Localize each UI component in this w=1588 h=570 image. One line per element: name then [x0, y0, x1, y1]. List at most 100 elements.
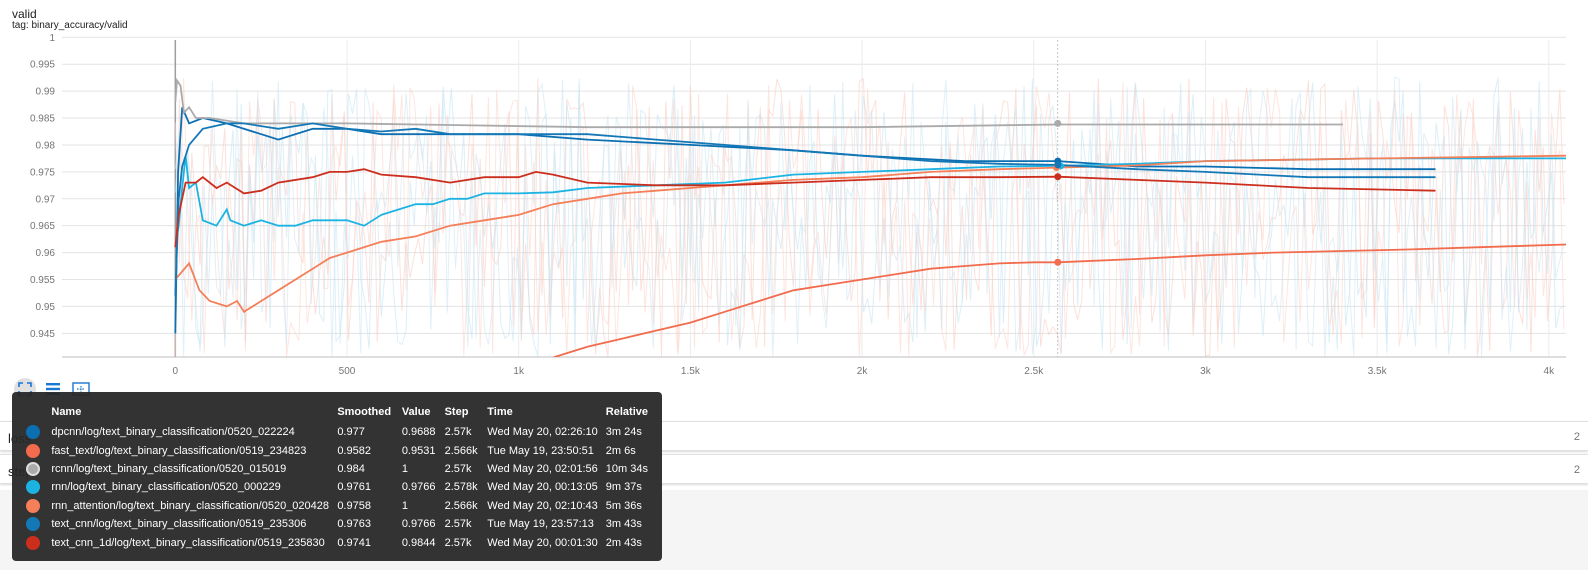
tooltip-row: rnn/log/text_binary_classification/0520_… [22, 478, 652, 496]
tooltip-run-name: rnn/log/text_binary_classification/0520_… [51, 481, 281, 494]
tooltip-relative: 3m 43s [605, 518, 642, 531]
tooltip-relative: 5m 36s [605, 499, 642, 512]
series-color-dot [26, 498, 40, 513]
tooltip-relative: 3m 24s [605, 426, 642, 439]
tooltip-swatch-header [22, 406, 47, 423]
tooltip-swatch [22, 423, 47, 441]
x-tick-label: 2k [857, 366, 869, 377]
y-tick-label: 0.945 [30, 329, 55, 340]
raw-trace [174, 77, 1565, 357]
tooltip-row: text_cnn/log/text_binary_classification/… [22, 515, 652, 533]
series-line [552, 243, 1566, 357]
tooltip-relative: 2m 43s [605, 536, 642, 549]
series-line [174, 155, 1566, 248]
y-tick-label: 0.96 [36, 248, 56, 259]
tooltip-table: Name Smoothed Value Step Time Relative d… [22, 406, 652, 552]
chart-title: valid [12, 7, 37, 21]
section-count: 2 [1573, 431, 1580, 443]
tooltip-smoothed: 0.984 [337, 462, 365, 475]
tooltip-body: dpcnn/log/text_binary_classification/052… [22, 423, 652, 552]
tooltip-step: 2.578k [444, 481, 478, 494]
y-tick-label: 0.965 [30, 221, 55, 232]
tooltip-smoothed: 0.9582 [337, 444, 371, 457]
series-marker [1054, 161, 1062, 169]
tooltip-step: 2.57k [444, 462, 472, 475]
tooltip-row: fast_text/log/text_binary_classification… [22, 441, 652, 459]
y-tick-label: 0.975 [30, 167, 55, 178]
x-tick-label: 0 [173, 366, 179, 377]
tooltip-time: Wed May 20, 00:13:05 [487, 481, 598, 494]
tooltip-relative: 10m 34s [605, 462, 648, 475]
series-line [174, 122, 1436, 296]
tooltip-value: 0.9531 [401, 444, 436, 457]
tooltip-time: Tue May 19, 23:50:51 [487, 444, 594, 457]
tooltip-step: 2.566k [444, 444, 478, 457]
tooltip-header-value: Value [401, 406, 431, 418]
tooltip-row: rcnn/log/text_binary_classification/0520… [22, 460, 652, 478]
tooltip-smoothed: 0.9741 [337, 536, 371, 549]
tooltip-step: 2.566k [444, 499, 478, 512]
tooltip-step: 2.57k [444, 426, 472, 439]
tooltip-run-name: text_cnn_1d/log/text_binary_classificati… [51, 536, 325, 549]
tooltip-run-name: fast_text/log/text_binary_classification… [51, 444, 307, 457]
y-tick-label: 0.99 [36, 87, 56, 98]
tooltip-value: 1 [401, 462, 408, 475]
series-line [174, 106, 1436, 334]
tooltip-run-name: text_cnn/log/text_binary_classification/… [51, 518, 307, 531]
x-tick-label: 500 [339, 366, 356, 377]
tooltip-swatch [22, 478, 47, 496]
x-tick-label: 2.5k [1024, 366, 1044, 377]
tooltip-step: 2.57k [444, 518, 472, 531]
x-tick-label: 1k [513, 366, 525, 377]
tooltip-time: Wed May 20, 02:10:43 [487, 499, 598, 512]
series-marker [1054, 119, 1062, 127]
fit-domain-icon [18, 382, 32, 396]
raw-trace [174, 76, 1565, 358]
series-marker [1054, 173, 1062, 181]
tooltip-row: dpcnn/log/text_binary_classification/052… [22, 423, 652, 441]
tooltip-smoothed: 0.9758 [337, 499, 371, 512]
tooltip-header-relative: Relative [605, 406, 648, 418]
tooltip-value: 0.9766 [401, 518, 436, 531]
series-color-dot [26, 517, 40, 532]
tooltip-run-name: rnn_attention/log/text_binary_classifica… [51, 499, 330, 512]
chart-tooltip: Name Smoothed Value Step Time Relative d… [12, 392, 662, 561]
tooltip-swatch [22, 441, 47, 459]
series-line [174, 154, 1566, 314]
y-tick-label: 0.985 [30, 114, 55, 125]
tooltip-relative: 9m 37s [605, 481, 642, 494]
series-color-dot [26, 461, 40, 476]
tooltip-smoothed: 0.9763 [337, 518, 371, 531]
tooltip-header-row: Name Smoothed Value Step Time Relative [22, 406, 652, 423]
tooltip-relative: 2m 6s [605, 444, 636, 457]
line-chart[interactable]: 0.945 0.95 0.955 0.96 0.965 0.97 0.975 0.98 0.98… [0, 0, 1588, 380]
y-tick-label: 0.955 [30, 275, 55, 286]
tooltip-header-time: Time [487, 406, 513, 418]
series-line [174, 77, 1343, 129]
y-tick-label: 0.95 [36, 302, 56, 313]
y-tick-label: 0.98 [36, 140, 56, 151]
tooltip-value: 0.9766 [401, 481, 436, 494]
tooltip-value: 0.9844 [401, 536, 436, 549]
tooltip-time: Wed May 20, 02:01:56 [487, 462, 598, 475]
tooltip-time: Wed May 20, 02:26:10 [487, 426, 598, 439]
tooltip-value: 0.9688 [401, 426, 436, 439]
series-color-dot [26, 535, 40, 550]
series-color-dot [26, 480, 40, 495]
y-tick-label: 0.97 [36, 194, 56, 205]
tooltip-step: 2.57k [444, 536, 472, 549]
tooltip-swatch [22, 515, 47, 533]
raw-trace [174, 78, 1565, 357]
tooltip-swatch [22, 533, 47, 551]
x-tick-label: 4k [1544, 366, 1556, 377]
tooltip-header-smoothed: Smoothed [337, 406, 392, 418]
y-tick-label: 0.995 [30, 60, 55, 71]
tooltip-header-name: Name [51, 406, 82, 418]
tooltip-time: Tue May 19, 23:57:13 [487, 518, 594, 531]
tooltip-run-name: dpcnn/log/text_binary_classification/052… [51, 426, 295, 439]
y-tick-label: 1 [49, 33, 55, 44]
x-tick-label: 3k [1200, 366, 1212, 377]
tooltip-value: 1 [401, 499, 408, 512]
tooltip-time: Wed May 20, 00:01:30 [487, 536, 598, 549]
tooltip-swatch [22, 497, 47, 515]
